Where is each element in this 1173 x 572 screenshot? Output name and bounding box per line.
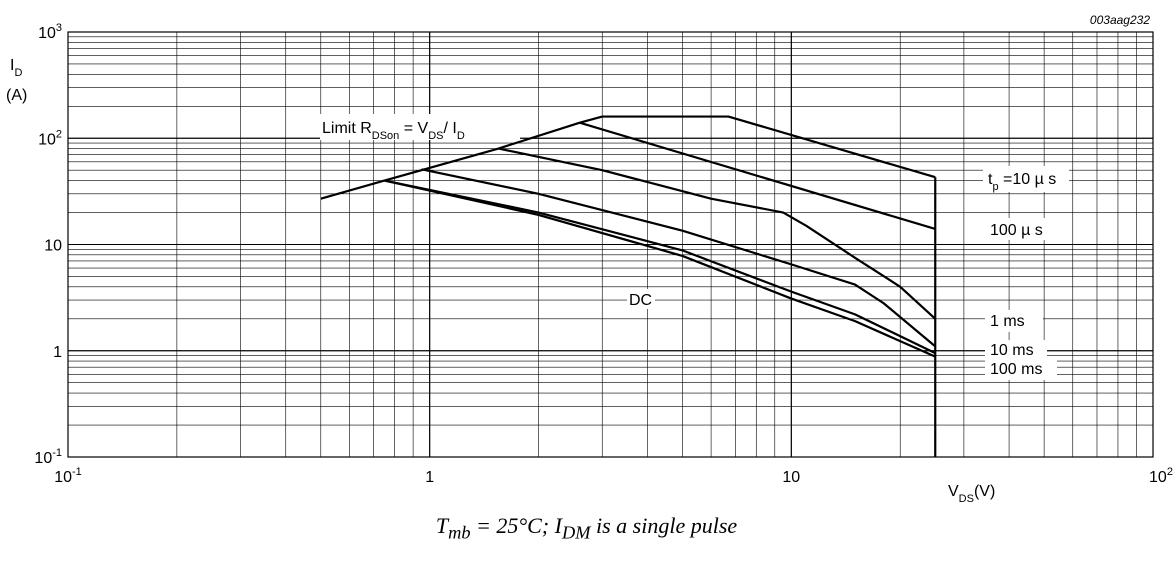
ms10-label: 10 ms [990, 342, 1034, 359]
x-tick-label: 102 [1149, 466, 1173, 486]
curve-5 [384, 181, 935, 354]
curve-4 [422, 169, 936, 346]
figure-id: 003aag232 [1090, 13, 1150, 27]
y-tick-label: 10 [44, 238, 62, 255]
y-tick-label: 10-1 [34, 447, 62, 467]
tick-labels: 10-1 1 10 102 10-1 1 10 102 103 [34, 22, 1173, 486]
y-tick-label: 1 [53, 344, 62, 361]
curve-6 [384, 181, 935, 357]
x-tick-label: 1 [425, 469, 434, 486]
y-tick-label: 102 [38, 128, 62, 148]
figure-caption: Tmb = 25°C; IDM is a single pulse [0, 513, 1173, 543]
us100-label: 100 µ s [990, 222, 1043, 239]
y-axis-label: ID [10, 57, 22, 79]
y-axis-unit: (A) [6, 87, 27, 104]
ms1-label: 1 ms [990, 313, 1025, 330]
ms100-label: 100 ms [990, 361, 1042, 378]
x-tick-label: 10 [782, 469, 800, 486]
y-tick-label: 103 [38, 22, 62, 42]
x-axis-label: VDS(V) [948, 483, 995, 505]
x-tick-label: 10-1 [54, 466, 82, 486]
dc-label: DC [629, 292, 652, 309]
curve-1 [602, 117, 935, 178]
